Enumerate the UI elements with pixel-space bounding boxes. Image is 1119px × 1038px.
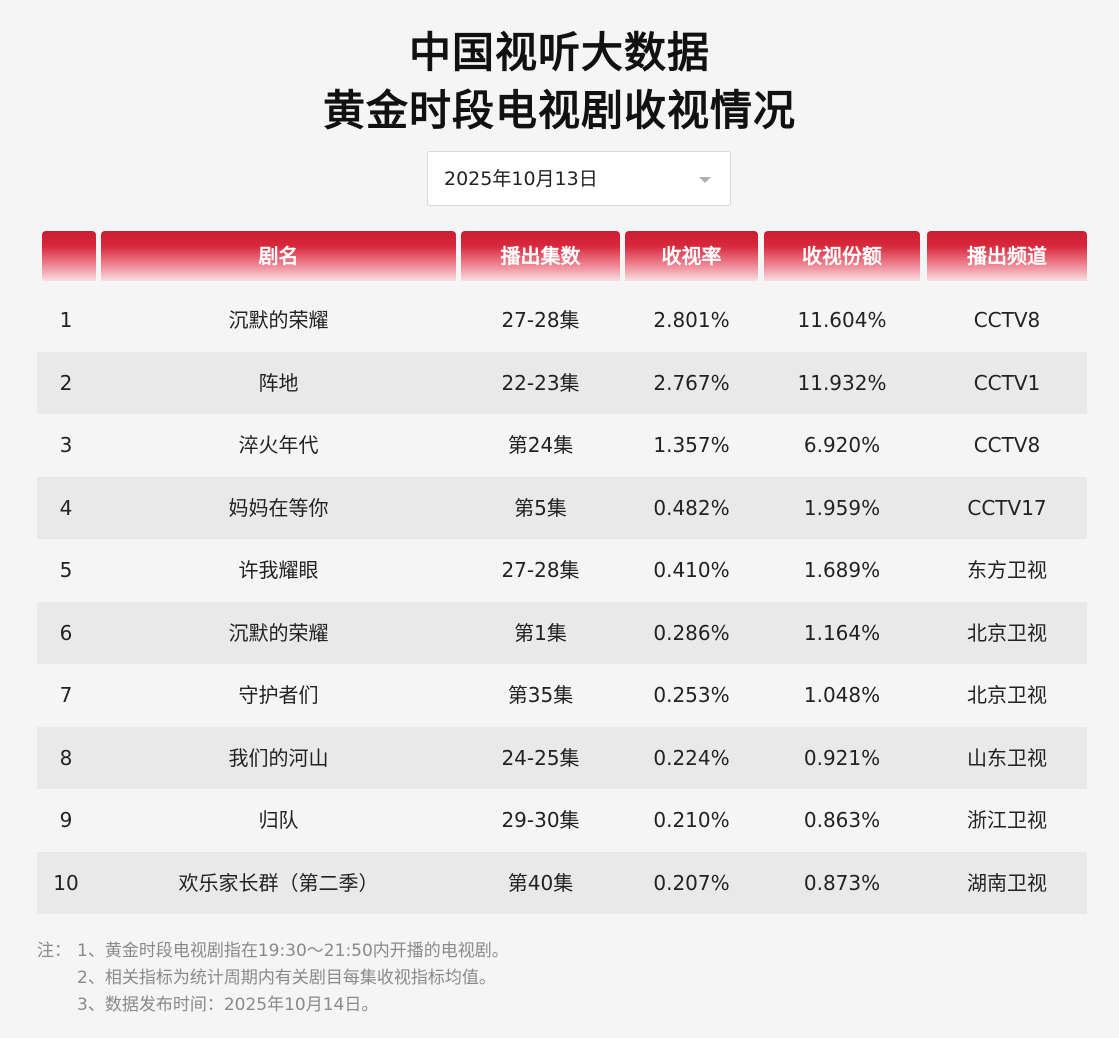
rank-cell: 7	[59, 683, 73, 707]
rating-cell: 0.207%	[653, 870, 730, 895]
drama-name-cell: 我们的河山	[228, 745, 329, 770]
table-row: 7 守护者们 第35集 0.253% 1.048% 北京卫视	[37, 664, 1087, 726]
share-cell: 1.164%	[803, 620, 881, 645]
rank-cell: 2	[59, 370, 73, 395]
share-cell: 0.863%	[803, 808, 881, 832]
rating-cell: 0.224%	[653, 745, 730, 770]
header-drama-name: 剧名	[101, 231, 456, 281]
drama-name-cell: 阵地	[258, 370, 299, 395]
channel-cell: 湖南卫视	[967, 870, 1047, 895]
channel-cell: CCTV8	[973, 308, 1041, 332]
table-row: 9 归队 29-30集 0.210% 0.863% 浙江卫视	[37, 789, 1087, 851]
rating-cell: 0.482%	[653, 495, 730, 520]
channel-cell: 东方卫视	[967, 558, 1047, 582]
episodes-cell: 第5集	[514, 495, 567, 520]
rank-cell: 8	[59, 745, 73, 770]
rating-cell: 0.253%	[653, 683, 730, 707]
episodes-cell: 第40集	[507, 870, 574, 895]
drama-name-cell: 淬火年代	[238, 433, 319, 457]
channel-cell: 北京卫视	[967, 683, 1047, 707]
table-row: 5 许我耀眼 27-28集 0.410% 1.689% 东方卫视	[37, 539, 1087, 601]
drama-name-cell: 妈妈在等你	[228, 495, 329, 520]
table-row: 10 欢乐家长群（第二季） 第40集 0.207% 0.873% 湖南卫视	[37, 851, 1087, 914]
episodes-cell: 22-23集	[501, 370, 580, 395]
rank-cell: 1	[59, 308, 73, 332]
footnotes: 注： 1、黄金时段电视剧指在19:30～21:50内开播的电视剧。 2、相关指标为…	[37, 938, 509, 1019]
table-row: 2 阵地 22-23集 2.767% 11.932% CCTV1	[37, 351, 1087, 414]
share-cell: 1.689%	[803, 558, 881, 582]
rating-cell: 0.286%	[653, 620, 730, 645]
table-row: 6 沉默的荣耀 第1集 0.286% 1.164% 北京卫视	[37, 601, 1087, 664]
rank-cell: 6	[59, 620, 73, 645]
episodes-cell: 第24集	[507, 433, 574, 457]
date-select[interactable]: 2025年10月13日	[427, 151, 731, 206]
rating-cell: 0.410%	[653, 558, 730, 582]
channel-cell: 浙江卫视	[967, 808, 1047, 832]
channel-cell: CCTV8	[973, 433, 1041, 457]
header-channel: 播出频道	[927, 231, 1087, 281]
channel-cell: CCTV1	[973, 370, 1041, 395]
header-episodes: 播出集数	[461, 231, 620, 281]
episodes-cell: 27-28集	[501, 308, 580, 332]
share-cell: 1.048%	[803, 683, 881, 707]
rank-cell: 10	[53, 870, 79, 895]
rank-cell: 4	[59, 495, 73, 520]
drama-name-cell: 守护者们	[238, 683, 319, 707]
share-cell: 1.959%	[803, 495, 881, 520]
drama-name-cell: 沉默的荣耀	[228, 308, 329, 332]
notes-prefix: 注：	[37, 941, 71, 961]
rating-cell: 2.801%	[653, 308, 730, 332]
channel-cell: CCTV17	[967, 495, 1047, 520]
rank-cell: 9	[59, 808, 73, 832]
share-cell: 11.932%	[797, 370, 887, 395]
channel-cell: 北京卫视	[967, 620, 1047, 645]
episodes-cell: 第1集	[514, 620, 567, 645]
share-cell: 11.604%	[797, 308, 887, 332]
note-line: 2、相关指标为统计周期内有关剧目每集收视指标均值。	[77, 968, 496, 988]
rating-cell: 1.357%	[653, 433, 730, 457]
table-row: 3 淬火年代 第24集 1.357% 6.920% CCTV8	[37, 414, 1087, 476]
header-rank	[42, 231, 96, 281]
channel-cell: 山东卫视	[967, 745, 1047, 770]
header-rating: 收视率	[625, 231, 758, 281]
drama-name-cell: 欢乐家长群（第二季）	[178, 870, 379, 895]
rating-cell: 2.767%	[653, 370, 730, 395]
episodes-cell: 24-25集	[501, 745, 580, 770]
rating-cell: 0.210%	[653, 808, 730, 832]
episodes-cell: 第35集	[507, 683, 574, 707]
table-row: 4 妈妈在等你 第5集 0.482% 1.959% CCTV17	[37, 476, 1087, 539]
drama-name-cell: 沉默的荣耀	[228, 620, 329, 645]
note-line: 1、黄金时段电视剧指在19:30～21:50内开播的电视剧。	[77, 941, 509, 961]
page-title: 中国视听大数据	[408, 28, 710, 77]
note-line: 3、数据发布时间：2025年10月14日。	[77, 995, 379, 1015]
share-cell: 0.921%	[803, 745, 881, 770]
drama-name-cell: 许我耀眼	[238, 558, 319, 582]
drama-name-cell: 归队	[258, 808, 299, 832]
rank-cell: 5	[59, 558, 73, 582]
table-row: 8 我们的河山 24-25集 0.224% 0.921% 山东卫视	[37, 726, 1087, 789]
page-subtitle: 黄金时段电视剧收视情况	[322, 86, 796, 135]
share-cell: 6.920%	[803, 433, 881, 457]
table-row: 1 沉默的荣耀 27-28集 2.801% 11.604% CCTV8	[37, 289, 1087, 351]
header-share: 收视份额	[764, 231, 920, 281]
episodes-cell: 29-30集	[501, 808, 580, 832]
date-select-value: 2025年10月13日	[444, 168, 598, 190]
episodes-cell: 27-28集	[501, 558, 580, 582]
share-cell: 0.873%	[803, 870, 881, 895]
rank-cell: 3	[59, 433, 73, 457]
chevron-down-icon	[699, 177, 711, 183]
